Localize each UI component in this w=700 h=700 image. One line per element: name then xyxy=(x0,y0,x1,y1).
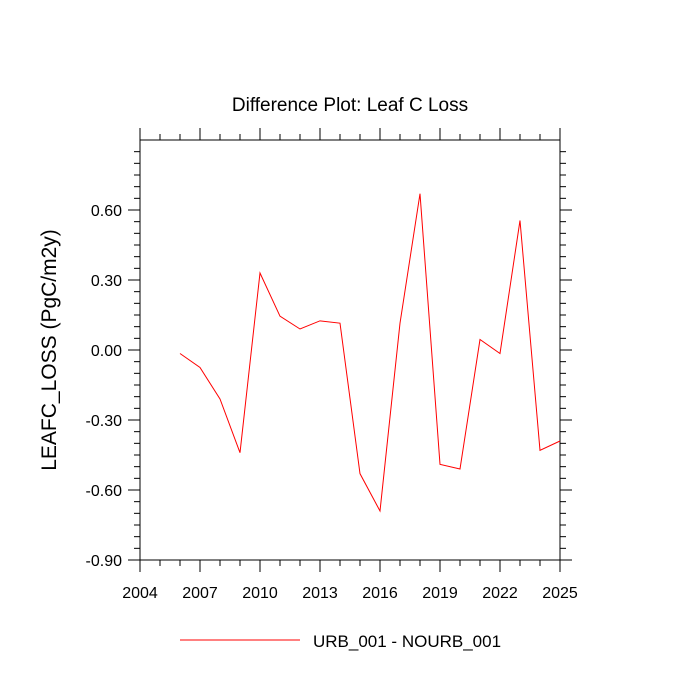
x-tick-label: 2022 xyxy=(482,585,518,602)
x-tick-label: 2010 xyxy=(242,585,278,602)
chart-title: Difference Plot: Leaf C Loss xyxy=(232,95,468,116)
legend-label: URB_001 - NOURB_001 xyxy=(313,632,501,651)
plot-frame xyxy=(139,139,561,561)
legend: URB_001 - NOURB_001 xyxy=(180,632,501,651)
x-tick-label: 2016 xyxy=(362,585,398,602)
y-tick-label: 0.60 xyxy=(91,203,122,220)
y-tick-label: 0.30 xyxy=(91,273,122,290)
x-tick-label: 2007 xyxy=(182,585,218,602)
x-tick-label: 2025 xyxy=(542,585,578,602)
y-tick-label: -0.60 xyxy=(86,483,123,500)
y-axis-label: LEAFC_LOSS (PgC/m2y) xyxy=(38,229,61,471)
y-tick-label: 0.00 xyxy=(91,343,122,360)
series-line xyxy=(179,193,561,513)
y-tick-label: -0.30 xyxy=(86,413,123,430)
x-tick-label: 2004 xyxy=(122,585,158,602)
plot-area: 2004 2007 2010 2013 2016 2019 2022 2025 -0.90 -0.… xyxy=(86,128,578,602)
y-tick-label: -0.90 xyxy=(86,553,123,570)
x-tick-label: 2013 xyxy=(302,585,338,602)
x-tick-label: 2019 xyxy=(422,585,458,602)
